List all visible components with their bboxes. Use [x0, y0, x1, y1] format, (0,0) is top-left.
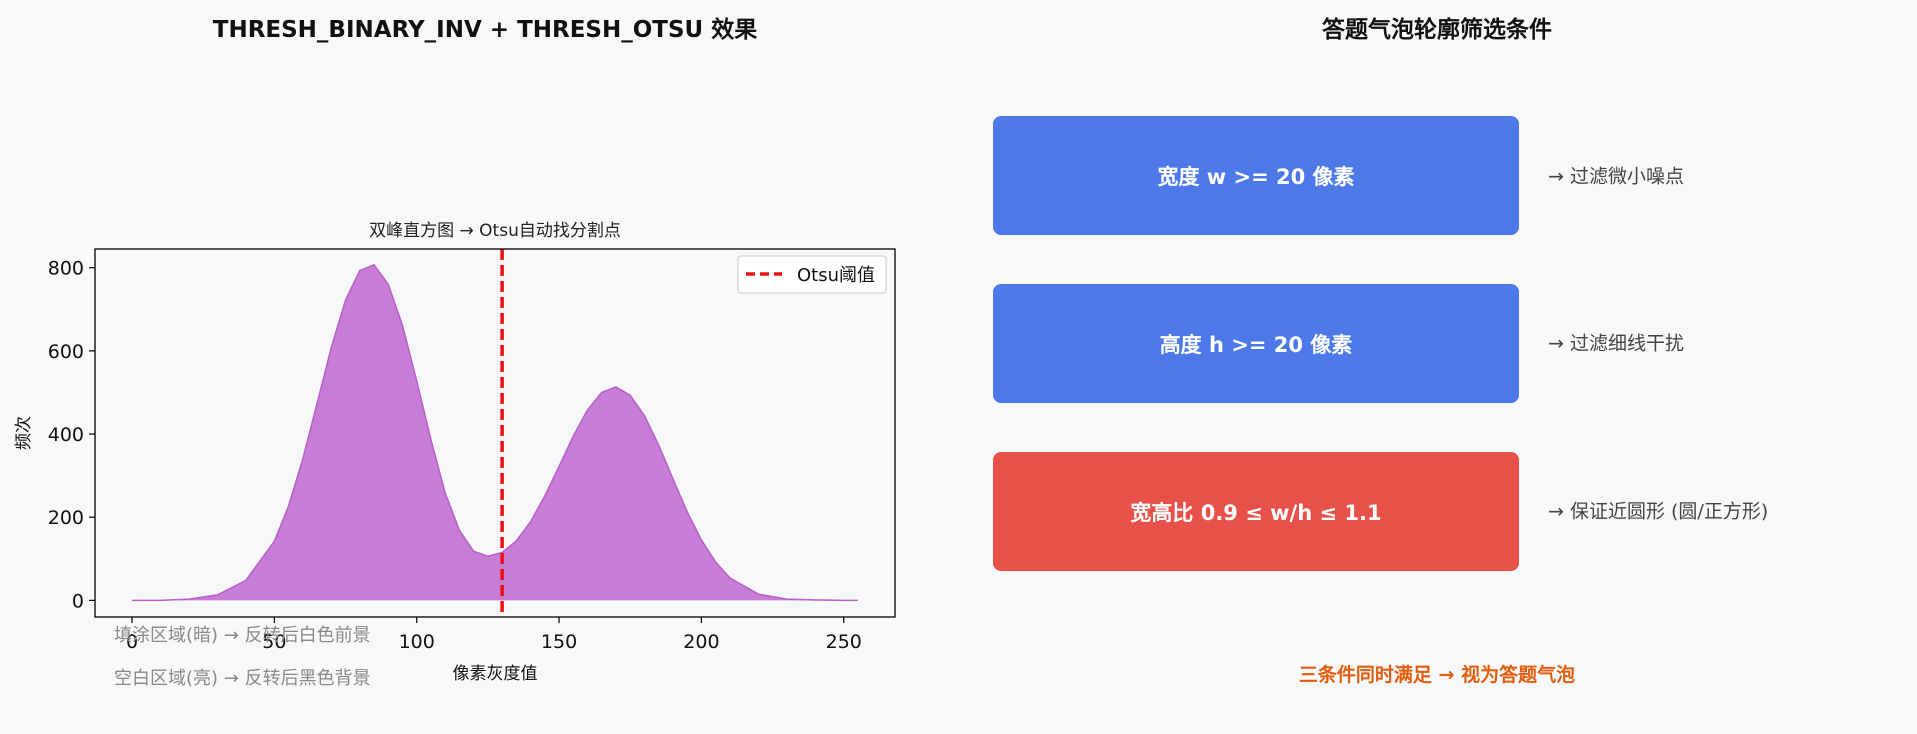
legend-label-otsu: Otsu阈值: [797, 265, 875, 286]
x-tick-label: 0: [126, 631, 138, 653]
chart-legend: Otsu阈值: [737, 255, 887, 294]
left-panel-title: THRESH_BINARY_INV + THRESH_OTSU 效果: [212, 17, 758, 43]
x-tick-label: 200: [683, 631, 719, 653]
condition-width-box: 宽度 w >= 20 像素: [993, 116, 1519, 235]
right-panel-title: 答题气泡轮廓筛选条件: [1322, 17, 1552, 43]
x-tick-label: 50: [262, 631, 286, 653]
y-tick-label: 400: [48, 424, 84, 446]
condition-width-note: → 过滤微小噪点: [1548, 165, 1684, 188]
conclusion-text: 三条件同时满足 → 视为答题气泡: [1298, 664, 1576, 686]
y-tick-label: 0: [72, 590, 84, 612]
condition-aspect-ratio-box: 宽高比 0.9 ≤ w/h ≤ 1.1: [993, 452, 1519, 571]
x-tick-label: 150: [541, 631, 577, 653]
condition-aspect-ratio-note: → 保证近圆形 (圆/正方形): [1548, 500, 1769, 523]
legend-box: [737, 255, 887, 294]
x-axis: 0 50 100 150 200 250: [126, 617, 862, 653]
condition-height-box: 高度 h >= 20 像素: [993, 284, 1519, 403]
y-axis-label: 频次: [14, 416, 34, 450]
condition-height-note: → 过滤细线干扰: [1548, 332, 1684, 355]
histogram-area: [132, 264, 858, 601]
x-tick-label: 250: [826, 631, 862, 653]
chart-title: 双峰直方图 → Otsu自动找分割点: [369, 221, 621, 241]
plot-frame: [94, 248, 896, 618]
blank-region-note: 空白区域(亮) → 反转后黑色背景: [114, 668, 371, 689]
x-axis-label: 像素灰度值: [453, 664, 538, 684]
y-tick-label: 600: [48, 341, 84, 363]
y-axis: 0 200 400 600 800: [48, 258, 95, 612]
x-tick-label: 100: [399, 631, 435, 653]
filled-region-note: 填涂区域(暗) → 反转后白色前景: [114, 625, 371, 646]
y-tick-label: 200: [48, 507, 84, 529]
y-tick-label: 800: [48, 258, 84, 280]
plot-layer: [132, 249, 858, 617]
histogram-outline: [132, 263, 858, 602]
